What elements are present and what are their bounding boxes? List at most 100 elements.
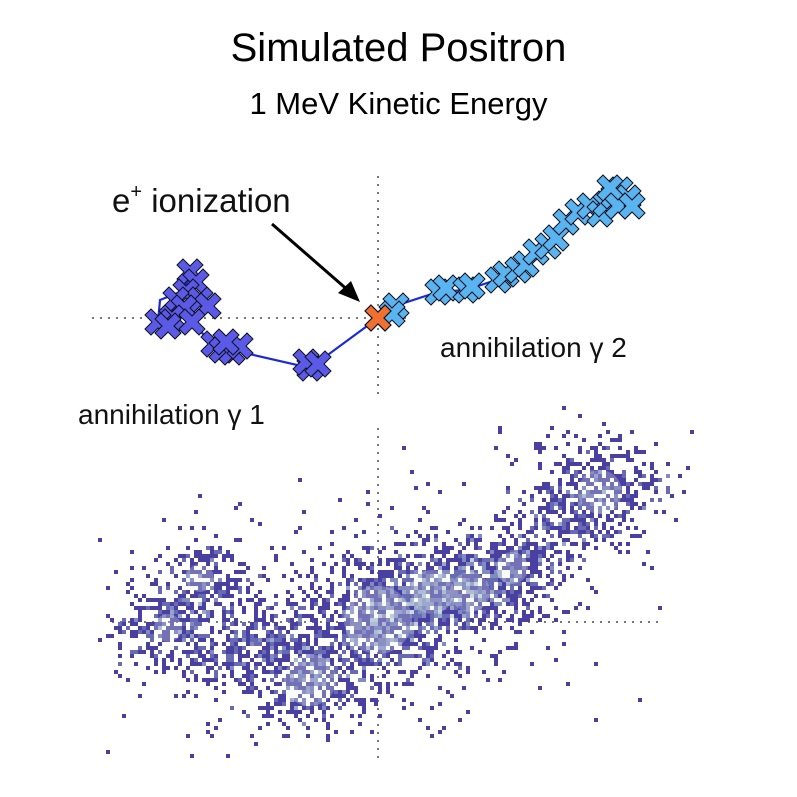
- density-cell: [514, 642, 518, 646]
- density-cell: [542, 526, 546, 530]
- density-cell: [266, 714, 270, 718]
- density-cell: [230, 638, 234, 642]
- density-cell: [646, 486, 650, 490]
- density-cell: [594, 718, 598, 722]
- density-cell: [166, 586, 170, 590]
- density-cell: [562, 522, 566, 526]
- density-cell: [682, 490, 686, 494]
- density-cell: [530, 630, 534, 634]
- density-cell: [502, 610, 506, 614]
- density-cell: [486, 610, 490, 614]
- density-cell: [546, 526, 550, 530]
- density-cell: [166, 546, 170, 550]
- density-cell: [582, 538, 586, 542]
- density-cell: [578, 494, 582, 498]
- density-cell: [282, 694, 286, 698]
- density-cell: [406, 610, 410, 614]
- density-cell: [570, 554, 574, 558]
- density-cell: [438, 730, 442, 734]
- density-cell: [278, 710, 282, 714]
- density-cell: [618, 454, 622, 458]
- density-cell: [330, 662, 334, 666]
- density-cell: [278, 698, 282, 702]
- density-cell: [226, 662, 230, 666]
- density-cell: [594, 522, 598, 526]
- density-cell: [234, 618, 238, 622]
- density-cell: [298, 702, 302, 706]
- density-cell: [546, 646, 550, 650]
- density-cell: [182, 650, 186, 654]
- density-cell: [422, 646, 426, 650]
- density-cell: [494, 658, 498, 662]
- density-cell: [366, 566, 370, 570]
- density-cell: [282, 646, 286, 650]
- density-cell: [510, 646, 514, 650]
- density-cell: [210, 594, 214, 598]
- density-cell: [306, 594, 310, 598]
- density-cell: [426, 538, 430, 542]
- density-cell: [366, 638, 370, 642]
- density-cell: [134, 662, 138, 666]
- density-cell: [314, 622, 318, 626]
- density-cell: [538, 462, 542, 466]
- density-cell: [234, 634, 238, 638]
- density-cell: [186, 666, 190, 670]
- density-cell: [370, 730, 374, 734]
- density-cell: [514, 590, 518, 594]
- density-cell: [398, 658, 402, 662]
- density-cell: [318, 546, 322, 550]
- density-cell: [226, 554, 230, 558]
- density-cell: [426, 658, 430, 662]
- density-cell: [474, 630, 478, 634]
- density-cell: [162, 634, 166, 638]
- density-cell: [254, 642, 258, 646]
- density-cell: [390, 650, 394, 654]
- density-cell: [186, 574, 190, 578]
- density-cell: [206, 670, 210, 674]
- density-cell: [578, 526, 582, 530]
- density-cell: [494, 558, 498, 562]
- density-cell: [410, 654, 414, 658]
- density-cell: [490, 542, 494, 546]
- density-cell: [306, 690, 310, 694]
- density-cell: [306, 686, 310, 690]
- density-cell: [338, 658, 342, 662]
- density-cell: [622, 470, 626, 474]
- density-cell: [590, 534, 594, 538]
- density-cell: [294, 626, 298, 630]
- density-cell: [482, 566, 486, 570]
- density-cell: [522, 574, 526, 578]
- density-cell: [290, 562, 294, 566]
- density-cell: [394, 634, 398, 638]
- density-cell: [234, 642, 238, 646]
- density-cell: [434, 606, 438, 610]
- density-cell: [378, 598, 382, 602]
- density-cell: [198, 646, 202, 650]
- density-cell: [306, 662, 310, 666]
- density-cell: [554, 586, 558, 590]
- density-cell: [446, 626, 450, 630]
- density-cell: [242, 646, 246, 650]
- density-cell: [538, 606, 542, 610]
- density-cell: [278, 662, 282, 666]
- density-cell: [626, 502, 630, 506]
- density-cell: [562, 530, 566, 534]
- density-cell: [170, 614, 174, 618]
- density-cell: [378, 622, 382, 626]
- density-cell: [230, 630, 234, 634]
- density-cell: [410, 622, 414, 626]
- density-cell: [514, 550, 518, 554]
- density-cell: [230, 610, 234, 614]
- density-cell: [378, 574, 382, 578]
- density-cell: [570, 502, 574, 506]
- density-cell: [622, 518, 626, 522]
- density-cell: [558, 490, 562, 494]
- density-cell: [326, 630, 330, 634]
- density-cell: [398, 610, 402, 614]
- density-cell: [286, 678, 290, 682]
- density-cell: [186, 642, 190, 646]
- density-cell: [394, 614, 398, 618]
- density-cell: [506, 598, 510, 602]
- density-cell: [370, 566, 374, 570]
- density-cell: [506, 454, 510, 458]
